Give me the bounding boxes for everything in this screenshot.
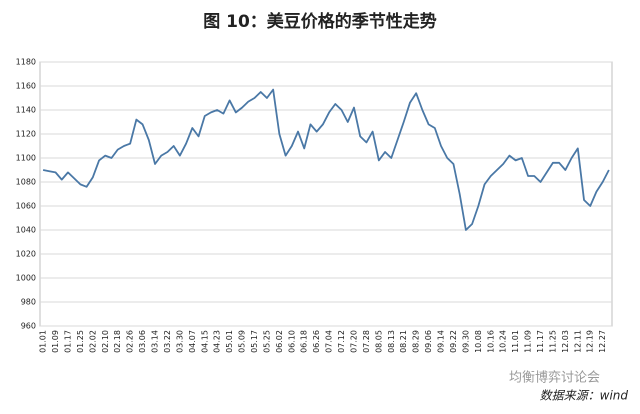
y-tick-label: 980 [21,298,36,307]
x-tick-label: 07.04 [325,330,334,353]
y-tick-label: 960 [21,322,36,331]
x-tick-label: 01.09 [51,330,60,353]
x-tick-label: 05.01 [225,330,234,353]
y-tick-label: 1000 [16,274,36,283]
y-tick-label: 1020 [16,250,36,259]
y-tick-label: 1160 [16,82,36,91]
x-tick-label: 01.01 [39,330,48,353]
x-tick-label: 10.08 [474,330,483,353]
x-tick-label: 06.26 [312,330,321,353]
x-tick-label: 10.16 [486,330,495,353]
x-tick-label: 12.03 [561,330,570,353]
x-tick-label: 02.26 [126,330,135,353]
x-tick-label: 10.24 [499,330,508,353]
y-tick-label: 1080 [16,178,36,187]
x-tick-label: 06.02 [275,330,284,353]
x-tick-label: 06.18 [300,330,309,353]
chart-title: 图 10：美豆价格的季节性走势 [203,11,437,32]
x-tick-label: 01.25 [76,330,85,353]
x-tick-label: 11.17 [536,330,545,353]
x-tick-label: 02.10 [101,330,110,353]
y-tick-label: 1140 [16,106,36,115]
watermark: 均衡博弈讨论会 [509,370,600,386]
x-tick-label: 12.11 [573,330,582,353]
x-tick-label: 02.02 [88,330,97,353]
x-tick-label: 07.28 [362,330,371,353]
y-tick-label: 1120 [16,130,36,139]
x-tick-label: 09.14 [437,330,446,353]
x-tick-label: 08.13 [387,330,396,353]
x-tick-label: 05.17 [250,330,259,353]
x-tick-label: 12.19 [586,330,595,353]
plot-frame [39,61,613,327]
x-tick-label: 08.05 [374,330,383,353]
x-tick-label: 04.07 [188,330,197,353]
x-tick-label: 02.18 [113,330,122,353]
y-tick-label: 1040 [16,226,36,235]
source-note: 数据来源：wind [540,389,629,403]
x-tick-label: 07.20 [349,330,358,353]
x-tick-label: 04.23 [213,330,222,353]
x-tick-label: 09.22 [449,330,458,353]
x-tick-label: 03.30 [175,330,184,353]
x-tick-label: 09.06 [424,330,433,353]
x-tick-label: 11.09 [524,330,533,353]
x-tick-label: 07.12 [337,330,346,353]
x-tick-label: 03.06 [138,330,147,353]
x-tick-label: 08.21 [399,330,408,353]
x-tick-label: 06.10 [287,330,296,353]
y-tick-label: 1060 [16,202,36,211]
x-tick-label: 01.17 [63,330,72,353]
x-tick-label: 05.25 [262,330,271,353]
x-tick-label: 05.09 [238,330,247,353]
x-tick-label: 12.27 [598,330,607,353]
x-tick-label: 08.29 [412,330,421,353]
x-tick-label: 03.14 [151,330,160,353]
y-tick-label: 1100 [16,154,36,163]
y-tick-label: 1180 [16,58,36,67]
price-line [42,88,610,231]
x-tick-label: 04.15 [200,330,209,353]
x-tick-label: 09.30 [461,330,470,353]
x-tick-label: 11.01 [511,330,520,353]
x-tick-label: 03.22 [163,330,172,353]
x-tick-label: 11.25 [548,330,557,353]
